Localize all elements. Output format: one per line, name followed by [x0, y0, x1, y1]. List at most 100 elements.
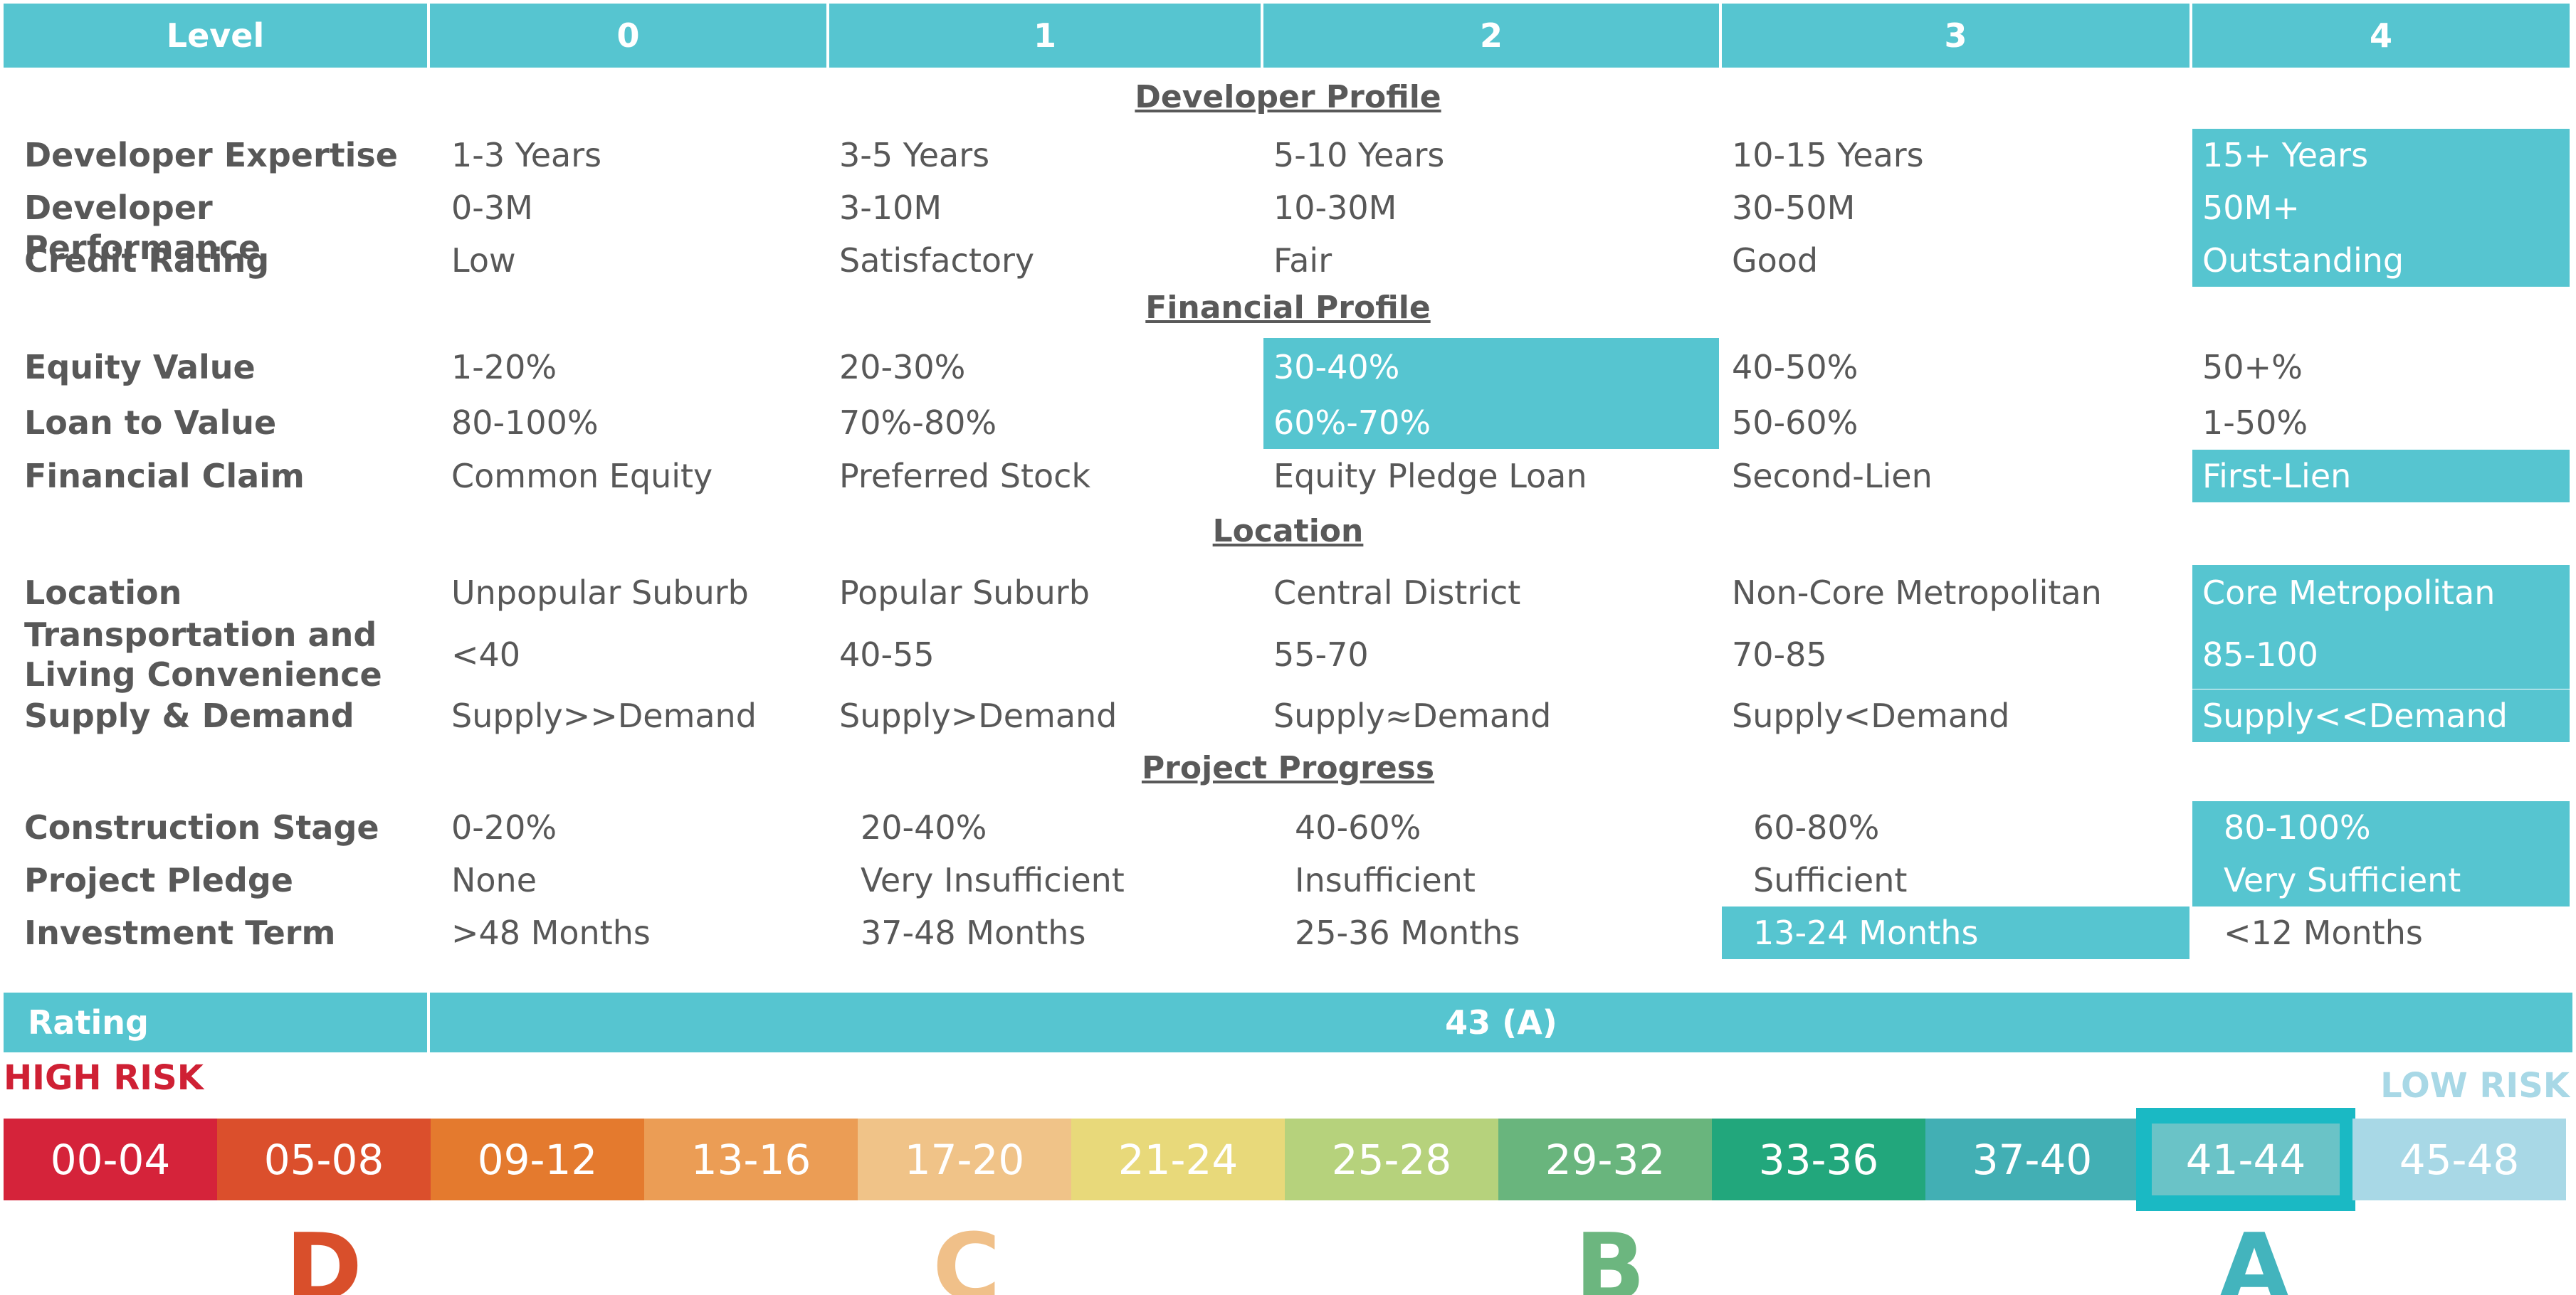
level-cell: 50-60%	[1732, 403, 1859, 442]
selected-cell: Very Sufficient	[2192, 854, 2570, 906]
level-cell: 40-50%	[1732, 348, 1859, 386]
grade-letter-D: D	[285, 1221, 362, 1295]
header-level-3: 3	[1722, 4, 2189, 68]
selected-cell: 50M+	[2192, 181, 2570, 234]
selected-cell: 85-100	[2192, 620, 2570, 689]
level-cell: >48 Months	[451, 914, 651, 952]
grade-letter-B: B	[1574, 1221, 1646, 1295]
row-label-line: Loan to Value	[24, 403, 277, 442]
level-cell: Supply≈Demand	[1273, 697, 1552, 735]
score-band: 17-20	[858, 1119, 1071, 1200]
level-cell: 10-15 Years	[1732, 136, 1924, 174]
level-cell: 5-10 Years	[1273, 136, 1445, 174]
level-cell: 1-20%	[451, 348, 557, 386]
selected-cell: Supply<<Demand	[2192, 689, 2570, 742]
score-band: 45-48	[2352, 1119, 2566, 1200]
level-cell: 40-55	[839, 635, 935, 674]
score-band: 05-08	[217, 1119, 431, 1200]
level-cell: 3-10M	[839, 189, 942, 227]
level-cell: Satisfactory	[839, 241, 1035, 280]
row-label-line: Developer Expertise	[24, 136, 399, 174]
level-cell: 20-40%	[861, 808, 987, 847]
level-cell: 3-5 Years	[839, 136, 990, 174]
grade-letter-A: A	[2218, 1221, 2291, 1295]
row-label-line: Investment Term	[24, 914, 336, 952]
level-cell: Non-Core Metropolitan	[1732, 574, 2102, 612]
level-cell: Sufficient	[1753, 861, 1908, 899]
row-label: Developer Expertise	[0, 135, 423, 175]
level-cell: Popular Suburb	[839, 574, 1090, 612]
row-label-line: Credit Rating	[24, 241, 270, 280]
section-title: Project Progress	[1141, 750, 1435, 786]
section-title: Developer Profile	[1135, 79, 1441, 115]
level-cell: Supply<Demand	[1732, 697, 2010, 735]
level-cell: 1-50%	[2202, 403, 2308, 442]
level-cell: 20-30%	[839, 348, 966, 386]
level-cell: Insufficient	[1295, 861, 1476, 899]
row-label: Project Pledge	[0, 860, 423, 900]
section-title: Financial Profile	[1145, 290, 1431, 326]
row-label-line: Developer Performance	[24, 189, 261, 267]
score-band: 29-32	[1498, 1119, 1712, 1200]
score-band: 25-28	[1285, 1119, 1498, 1200]
level-cell: None	[451, 861, 537, 899]
row-label: Financial Claim	[0, 456, 423, 496]
level-cell: 70%-80%	[839, 403, 997, 442]
score-band: 33-36	[1712, 1119, 1925, 1200]
score-band: 09-12	[431, 1119, 644, 1200]
row-label: Transportation and Living Convenience	[0, 615, 423, 694]
row-label: Equity Value	[0, 347, 423, 387]
selected-cell: Core Metropolitan	[2192, 565, 2570, 620]
selected-cell: 15+ Years	[2192, 129, 2570, 181]
level-cell: 60-80%	[1753, 808, 1880, 847]
low-risk-label: LOW RISK	[2380, 1066, 2570, 1106]
rating-value: 43 (A)	[430, 993, 2572, 1052]
level-cell: Unpopular Suburb	[451, 574, 749, 612]
header-level-2: 2	[1263, 4, 1719, 68]
selected-cell: First-Lien	[2192, 450, 2570, 502]
level-cell: 0-3M	[451, 189, 533, 227]
selected-cell: 13-24 Months	[1722, 906, 2189, 959]
header-level-4: 4	[2192, 4, 2570, 68]
score-band: 00-04	[4, 1119, 217, 1200]
row-label: Developer Performance	[0, 188, 423, 267]
row-label-line: Project Pledge	[24, 861, 293, 899]
level-cell: 25-36 Months	[1295, 914, 1520, 952]
selected-cell: 60%-70%	[1263, 396, 1719, 449]
selected-cell: 80-100%	[2192, 801, 2570, 854]
selected-score-band: 41-44	[2139, 1119, 2352, 1200]
level-cell: Supply>>Demand	[451, 697, 757, 735]
row-label: Supply & Demand	[0, 696, 423, 736]
level-cell: 0-20%	[451, 808, 557, 847]
level-cell: 80-100%	[451, 403, 599, 442]
level-cell: 1-3 Years	[451, 136, 602, 174]
header-level-1: 1	[829, 4, 1261, 68]
row-label: Construction Stage	[0, 808, 423, 847]
level-cell: <12 Months	[2224, 914, 2423, 952]
header-level-0: 0	[430, 4, 826, 68]
level-cell: 37-48 Months	[861, 914, 1086, 952]
rating-label: Rating	[4, 993, 427, 1052]
level-cell: 10-30M	[1273, 189, 1397, 227]
level-cell: Fair	[1273, 241, 1332, 280]
selected-cell: 30-40%	[1263, 338, 1719, 396]
row-label-line: Financial Claim	[24, 457, 305, 495]
row-label-line: Equity Value	[24, 348, 256, 386]
level-cell: Low	[451, 241, 516, 280]
level-cell: Good	[1732, 241, 1819, 280]
level-cell: <40	[451, 635, 521, 674]
level-cell: Equity Pledge Loan	[1273, 457, 1587, 495]
row-label-line: Transportation and	[24, 615, 377, 654]
header-level-label: Level	[4, 4, 427, 68]
level-cell: Common Equity	[451, 457, 713, 495]
score-band: 21-24	[1071, 1119, 1285, 1200]
row-label-line: Construction Stage	[24, 808, 379, 847]
level-cell: 50+%	[2202, 348, 2303, 386]
row-label-line: Living Convenience	[24, 655, 382, 694]
row-label: Location	[0, 573, 423, 613]
level-cell: Preferred Stock	[839, 457, 1091, 495]
level-cell: Supply>Demand	[839, 697, 1118, 735]
score-band: 37-40	[1925, 1119, 2139, 1200]
row-label-line: Location	[24, 574, 182, 612]
selected-cell: Outstanding	[2192, 234, 2570, 287]
